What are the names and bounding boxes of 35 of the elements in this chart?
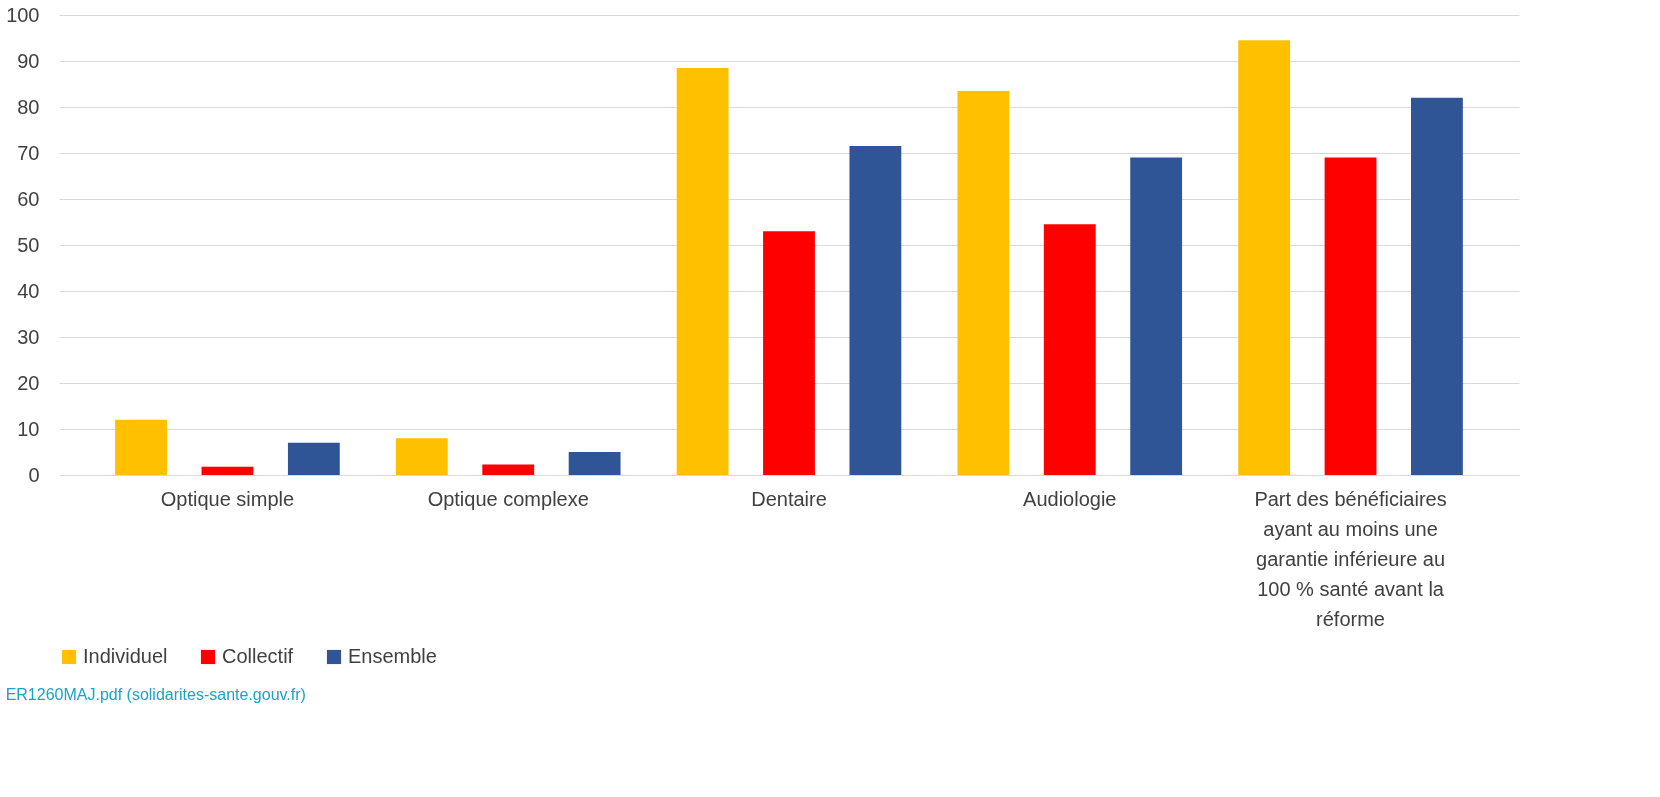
- legend-label: Ensemble: [348, 645, 437, 667]
- bar: [763, 231, 815, 475]
- y-tick-label: 40: [17, 279, 40, 302]
- x-tick-label: Audiologie: [1023, 487, 1117, 510]
- text: ER1260MAJ.pdf (solidarites-sante.gouv.fr): [5, 686, 306, 703]
- bar: [201, 466, 254, 475]
- bar: [482, 464, 535, 475]
- y-tick-label: 50: [17, 233, 40, 256]
- bar: [1043, 224, 1096, 475]
- y-tick-label: 20: [17, 371, 40, 394]
- bar: [395, 438, 448, 475]
- y-tick-label: 60: [17, 187, 40, 210]
- x-tick-label: Part des bénéficiaires ayant au moins une garantie inférieure au 100 % santé avant la réforme: [1254, 487, 1447, 630]
- x-tick-label: Dentaire: [751, 487, 827, 510]
- bar: [568, 452, 621, 475]
- y-tick-label: 70: [17, 141, 40, 164]
- legend-label: Collectif: [222, 645, 294, 667]
- y-tick-label: 90: [17, 49, 40, 72]
- bar: [115, 419, 167, 475]
- y-tick-label: 0: [28, 463, 40, 486]
- legend-label: Individuel: [83, 645, 168, 667]
- y-tick-label: 100: [6, 3, 40, 26]
- y-tick-label: 30: [17, 325, 40, 348]
- x-tick-label: Optique simple: [160, 487, 295, 510]
- y-tick-label: 10: [17, 417, 40, 440]
- bar: [849, 146, 902, 475]
- bar: [1324, 157, 1377, 475]
- x-tick-label: Optique complexe: [427, 487, 589, 510]
- bar: [676, 67, 729, 475]
- bar: [1238, 40, 1291, 475]
- bar: [1411, 97, 1463, 475]
- bar: [1130, 157, 1183, 475]
- bar: [287, 442, 340, 475]
- bar: [957, 90, 1010, 475]
- y-tick-label: 80: [17, 95, 40, 118]
